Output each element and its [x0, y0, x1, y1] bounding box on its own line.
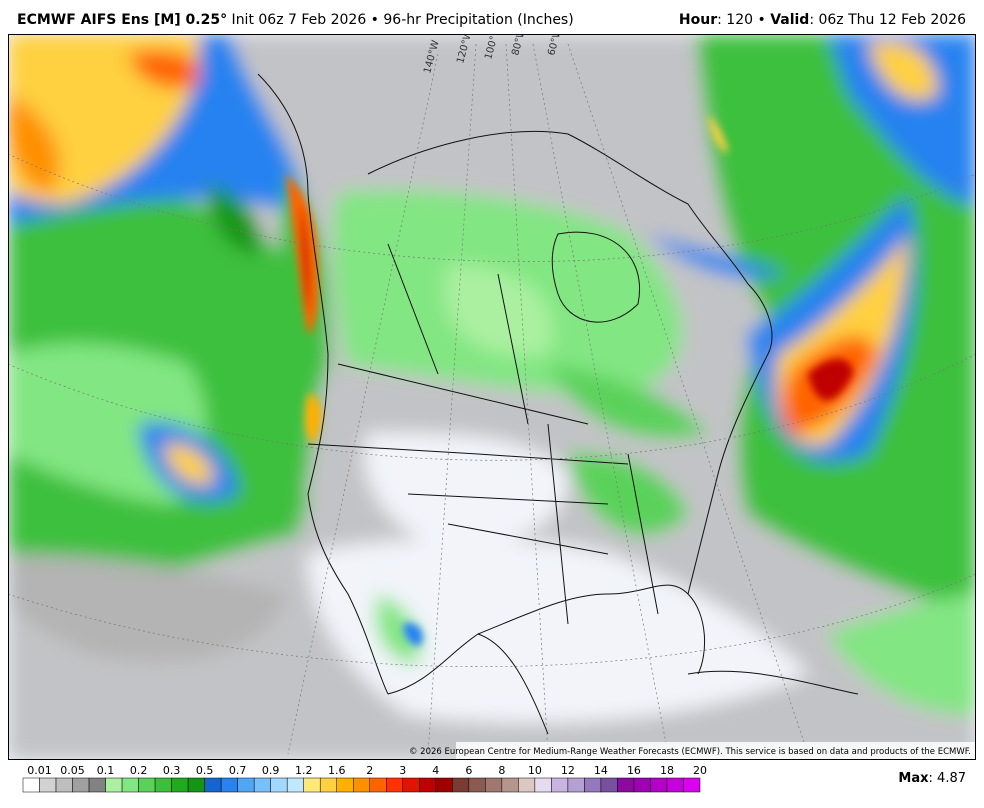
legend-label: 16 — [627, 764, 641, 777]
legend-swatch — [336, 777, 354, 793]
legend-swatch — [435, 777, 453, 793]
map: 140°W 120°W 100°W 80°W 60°W © 2026 European … — [8, 34, 976, 760]
legend-swatch — [468, 777, 486, 793]
copyright: © 2026 European Centre for Medium-Range … — [409, 747, 971, 757]
legend-label: 6 — [465, 764, 472, 777]
legend-swatch — [286, 777, 304, 793]
legend-label: 12 — [561, 764, 575, 777]
max-value: Max: 4.87 — [898, 771, 966, 786]
legend-swatch — [220, 777, 238, 793]
legend-label: 14 — [594, 764, 608, 777]
header-text: Valid — [770, 12, 810, 28]
header-left: ECMWF AIFS Ens [M] 0.25° Init 06z 7 Feb … — [17, 12, 574, 28]
legend-swatch — [501, 777, 519, 793]
header: ECMWF AIFS Ens [M] 0.25° Init 06z 7 Feb … — [0, 0, 984, 34]
legend-swatch — [402, 777, 420, 793]
legend-swatch — [352, 777, 371, 793]
legend-label: 0.1 — [97, 764, 115, 777]
max-text: : 4.87 — [928, 771, 966, 786]
legend-swatch — [666, 777, 684, 793]
legend-swatch — [270, 777, 288, 793]
legend-swatch — [369, 777, 387, 793]
legend-swatch — [55, 777, 73, 793]
legend-swatch — [683, 777, 701, 793]
color-legend: 0.01 0.05 0.1 0.2 0.3 0.5 0.7 0.9 1.2 1.6 2 3 4 6 8 10 1… — [22, 764, 707, 793]
legend-swatch — [121, 777, 139, 793]
legend-label: 2 — [366, 764, 373, 777]
max-label: Max — [898, 771, 929, 786]
legend-label: 1.6 — [328, 764, 346, 777]
legend-swatch — [154, 777, 172, 793]
legend-swatch — [171, 777, 189, 793]
legend-label: 0.5 — [196, 764, 214, 777]
legend-swatch — [518, 777, 536, 793]
legend-swatch — [534, 777, 552, 793]
legend-swatch — [600, 777, 618, 793]
legend-swatch — [39, 777, 57, 793]
header-text: ECMWF AIFS Ens [M] 0.25° — [17, 12, 228, 28]
legend-label: 18 — [660, 764, 674, 777]
legend-swatch — [105, 777, 123, 793]
legend-swatch — [485, 777, 503, 793]
header-text: : 06z Thu 12 Feb 2026 — [809, 12, 966, 28]
legend-label: 10 — [528, 764, 542, 777]
legend-label: 1.2 — [295, 764, 313, 777]
legend-swatch — [551, 777, 569, 793]
legend-label: 20 — [693, 764, 707, 777]
header-text: : 120 • — [717, 12, 771, 28]
legend-swatch — [386, 777, 404, 793]
legend-label: 0.2 — [130, 764, 148, 777]
legend-swatch — [72, 777, 90, 793]
legend-swatch — [88, 777, 106, 793]
graticule — [8, 43, 976, 755]
legend-label: 4 — [432, 764, 439, 777]
legend-swatch — [452, 777, 470, 793]
legend-label: 3 — [399, 764, 406, 777]
legend-label: 0.01 — [27, 764, 52, 777]
legend-swatch — [650, 777, 668, 793]
legend-label: 0.3 — [163, 764, 181, 777]
legend-swatch — [204, 777, 222, 793]
legend-swatch — [584, 777, 602, 793]
header-text: Hour — [678, 12, 718, 28]
legend-label: 0.05 — [60, 764, 85, 777]
header-right: Hour: 120 • Valid: 06z Thu 12 Feb 2026 — [679, 12, 966, 28]
legend-label: 0.7 — [229, 764, 247, 777]
legend-swatch — [633, 777, 651, 793]
precip-field — [8, 34, 976, 760]
legend-swatch — [237, 777, 255, 793]
legend-swatch — [319, 777, 337, 793]
legend-swatch — [253, 777, 271, 793]
legend-swatch — [303, 777, 321, 793]
legend-swatch — [22, 777, 40, 793]
legend-swatch — [419, 777, 437, 793]
legend-label: 8 — [498, 764, 505, 777]
legend-swatch — [187, 777, 205, 793]
legend-label: 0.9 — [262, 764, 280, 777]
legend-swatch — [138, 777, 156, 793]
legend-swatch — [567, 777, 585, 793]
header-text: Init 06z 7 Feb 2026 • 96-hr Precipitatio… — [227, 12, 574, 28]
legend-swatch — [617, 777, 635, 793]
